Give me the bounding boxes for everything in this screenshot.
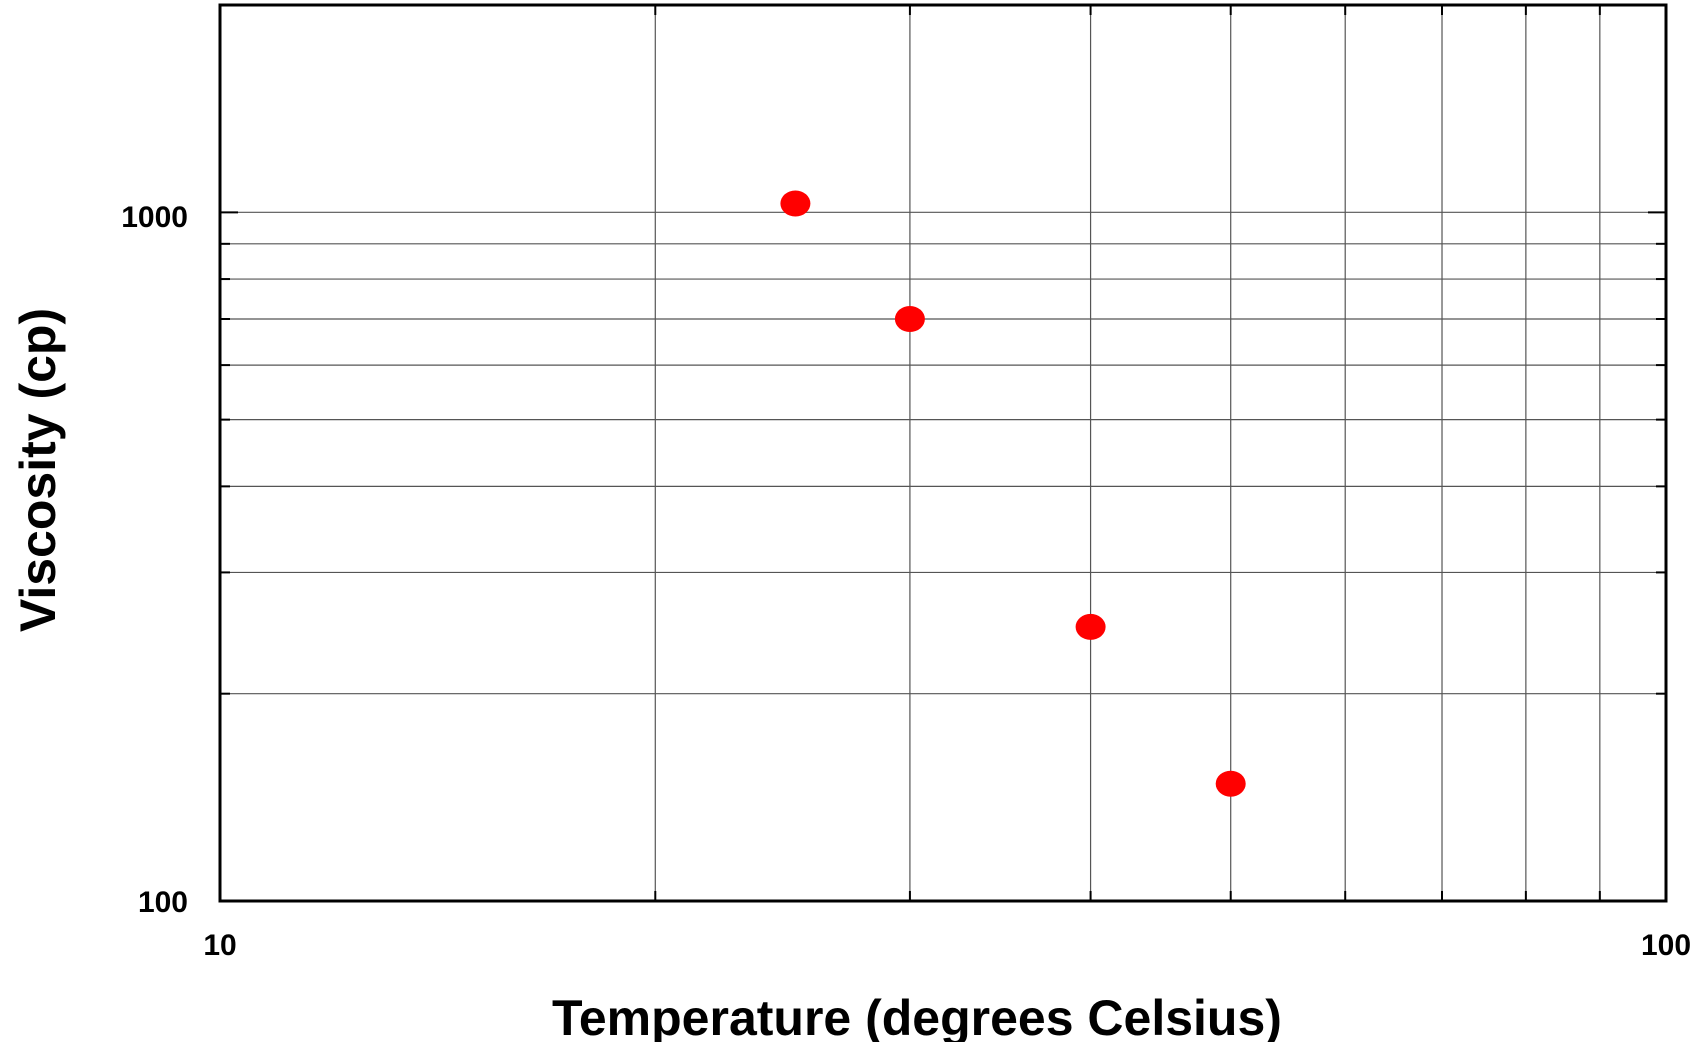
x-tick-label-10: 10 — [203, 929, 236, 962]
grid — [220, 5, 1666, 901]
y-tick-label-1000: 1000 — [121, 201, 188, 234]
y-tick-label-100: 100 — [138, 886, 188, 919]
data-point — [1075, 613, 1106, 640]
x-tick-label-100: 100 — [1641, 929, 1691, 962]
axis-ticks — [220, 5, 1666, 901]
data-point — [894, 306, 925, 332]
data-point — [1215, 770, 1246, 797]
x-axis-label: Temperature (degrees Celsius) — [552, 990, 1282, 1042]
y-axis-label: Viscosity (cp) — [10, 308, 66, 632]
data-points — [780, 190, 1246, 797]
data-point — [780, 190, 811, 217]
plot-frame — [218, 3, 1668, 903]
